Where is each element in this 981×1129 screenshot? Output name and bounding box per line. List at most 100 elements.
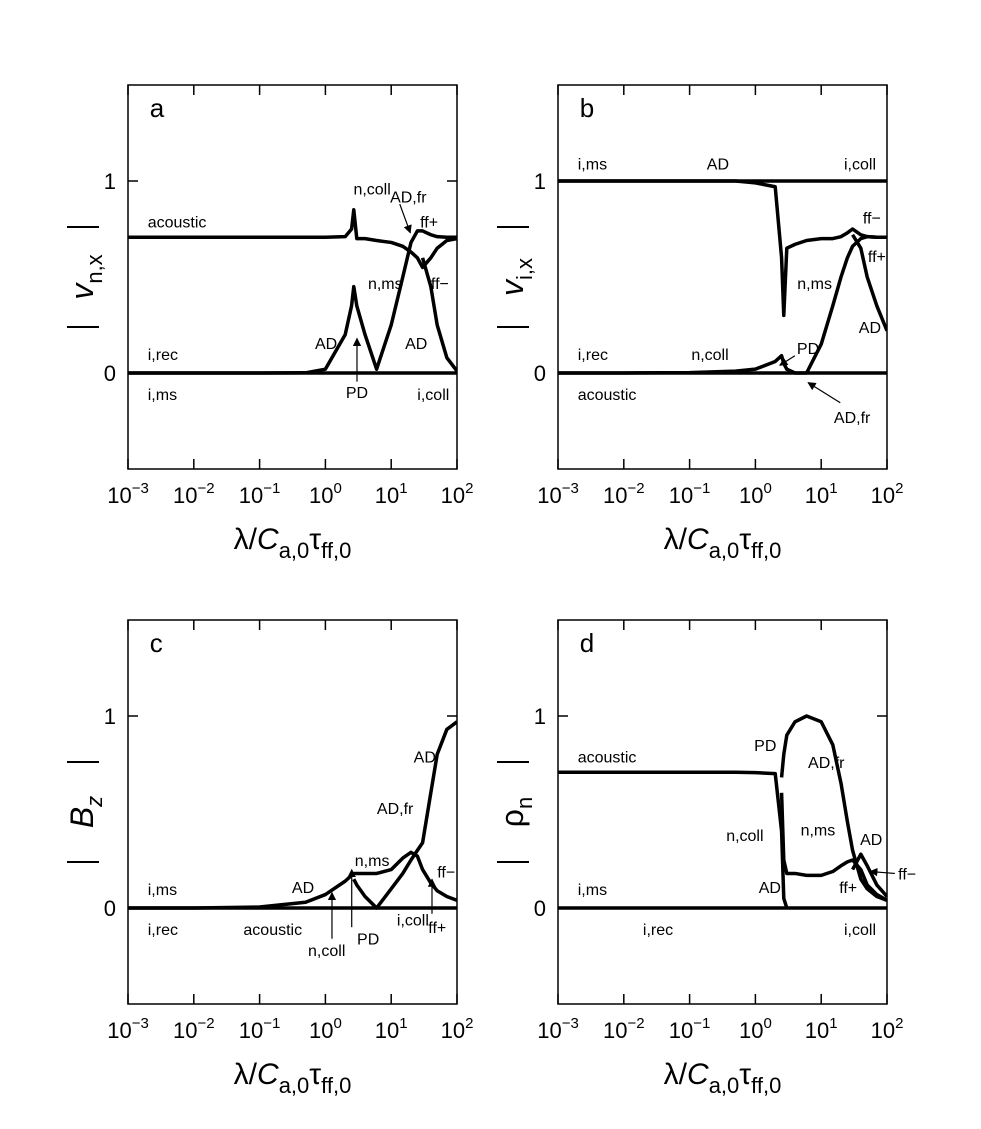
curve [558, 179, 887, 318]
plot-frame [127, 84, 458, 470]
annotation: ff+ [420, 214, 438, 231]
y-tick-label: 0 [104, 361, 116, 386]
annotation: i,ms [578, 157, 607, 174]
x-tick-label: 102 [871, 480, 904, 508]
annotation: ff+ [868, 249, 886, 266]
annotation: AD [405, 336, 427, 353]
annotation-arrow [779, 355, 796, 366]
annotation: AD [414, 749, 436, 766]
annotation: ff+ [428, 920, 446, 937]
annotation: ff− [431, 276, 449, 293]
plot-frame [127, 619, 458, 1005]
x-tick-label: 10−2 [173, 1015, 215, 1043]
curve [851, 233, 887, 332]
x-tick-label: 10−2 [173, 480, 215, 508]
annotation: PD [346, 385, 368, 402]
y-axis-label: vn,x [64, 226, 107, 328]
annotation: PD [754, 738, 776, 755]
y-label-text: Bz [64, 796, 107, 828]
y-label-sub: n [512, 797, 537, 809]
curve [420, 257, 457, 373]
annotation: i,rec [643, 922, 673, 939]
panel-label: a [150, 93, 165, 123]
x-label-part: ff,0 [321, 1073, 351, 1098]
annotation: i,rec [148, 347, 178, 364]
annotation: PD [357, 932, 379, 949]
x-axis-label: λ/Ca,0τff,0 [664, 1058, 782, 1098]
x-tick-label: 102 [441, 480, 474, 508]
annotation: i,coll [844, 157, 876, 174]
x-tick-label: 101 [805, 480, 838, 508]
annotation: AD,fr [834, 410, 871, 427]
y-tick-label: 0 [104, 896, 116, 921]
annotation: n,ms [797, 276, 832, 293]
x-label-part: τ [309, 1058, 321, 1091]
annotation: i,rec [578, 347, 608, 364]
curve [779, 714, 887, 902]
panel-label: c [150, 628, 163, 658]
x-axis-label: λ/Ca,0τff,0 [664, 523, 782, 563]
x-tick-label: 10−3 [107, 1015, 149, 1043]
x-tick-label: 101 [375, 480, 408, 508]
x-tick-label: 10−1 [669, 1015, 711, 1043]
y-tick-label: 0 [534, 361, 546, 386]
x-label-part: λ/ [664, 523, 688, 556]
annotation: n,coll [726, 828, 763, 845]
x-tick-label: 10−1 [239, 480, 281, 508]
y-label-text: ρn [494, 797, 537, 827]
x-tick-label: 100 [739, 1015, 772, 1043]
x-tick-label: 100 [309, 1015, 342, 1043]
y-label-sub: i,x [512, 258, 537, 280]
y-label-symbol: v [64, 282, 100, 300]
annotation: acoustic [578, 387, 637, 404]
y-axis-label: vi,x [494, 226, 537, 328]
annotation: n,coll [353, 182, 390, 199]
annotation: ff− [863, 210, 881, 227]
panel-label: b [580, 93, 594, 123]
plot-frame [557, 84, 888, 470]
x-tick-label: 101 [805, 1015, 838, 1043]
annotation: acoustic [148, 214, 207, 231]
annotation: AD,fr [390, 189, 427, 206]
annotation: i,coll [844, 922, 876, 939]
x-label-part: ff,0 [321, 538, 351, 563]
curve [128, 208, 457, 270]
x-label-part: a,0 [709, 1073, 740, 1098]
x-label-part: τ [739, 523, 751, 556]
y-label-symbol: B [64, 807, 100, 828]
annotation: n,ms [368, 276, 403, 293]
annotation: AD [859, 320, 881, 337]
annotation: n,coll [691, 347, 728, 364]
y-tick-label: 1 [534, 169, 546, 194]
x-tick-label: 100 [739, 480, 772, 508]
x-label-part: a,0 [279, 1073, 310, 1098]
x-tick-label: 101 [375, 1015, 408, 1043]
y-axis-label: Bz [64, 761, 107, 863]
annotation: i,ms [578, 882, 607, 899]
x-label-part: a,0 [709, 538, 740, 563]
annotation: n,coll [308, 943, 345, 960]
x-label-part: λ/ [234, 1058, 258, 1091]
x-tick-label: 100 [309, 480, 342, 508]
x-label-part: τ [309, 523, 321, 556]
curve [779, 792, 887, 902]
annotation-arrow [869, 867, 895, 877]
annotation: AD [860, 832, 882, 849]
y-label-symbol: v [494, 278, 530, 296]
curve [558, 770, 789, 909]
x-axis-label: λ/Ca,0τff,0 [234, 1058, 352, 1098]
x-tick-label: 10−3 [537, 1015, 579, 1043]
x-label-part: ff,0 [751, 538, 781, 563]
annotation: i,ms [148, 387, 177, 404]
y-label-symbol: ρ [494, 809, 530, 827]
x-tick-label: 10−2 [603, 1015, 645, 1043]
panel-label: d [580, 628, 594, 658]
x-tick-label: 10−1 [239, 1015, 281, 1043]
x-axis-label: λ/Ca,0τff,0 [234, 523, 352, 563]
annotation: AD [707, 157, 729, 174]
y-tick-label: 1 [104, 704, 116, 729]
y-label-sub: n,x [82, 254, 107, 283]
x-label-part: C [257, 523, 279, 556]
x-tick-label: 10−3 [537, 480, 579, 508]
